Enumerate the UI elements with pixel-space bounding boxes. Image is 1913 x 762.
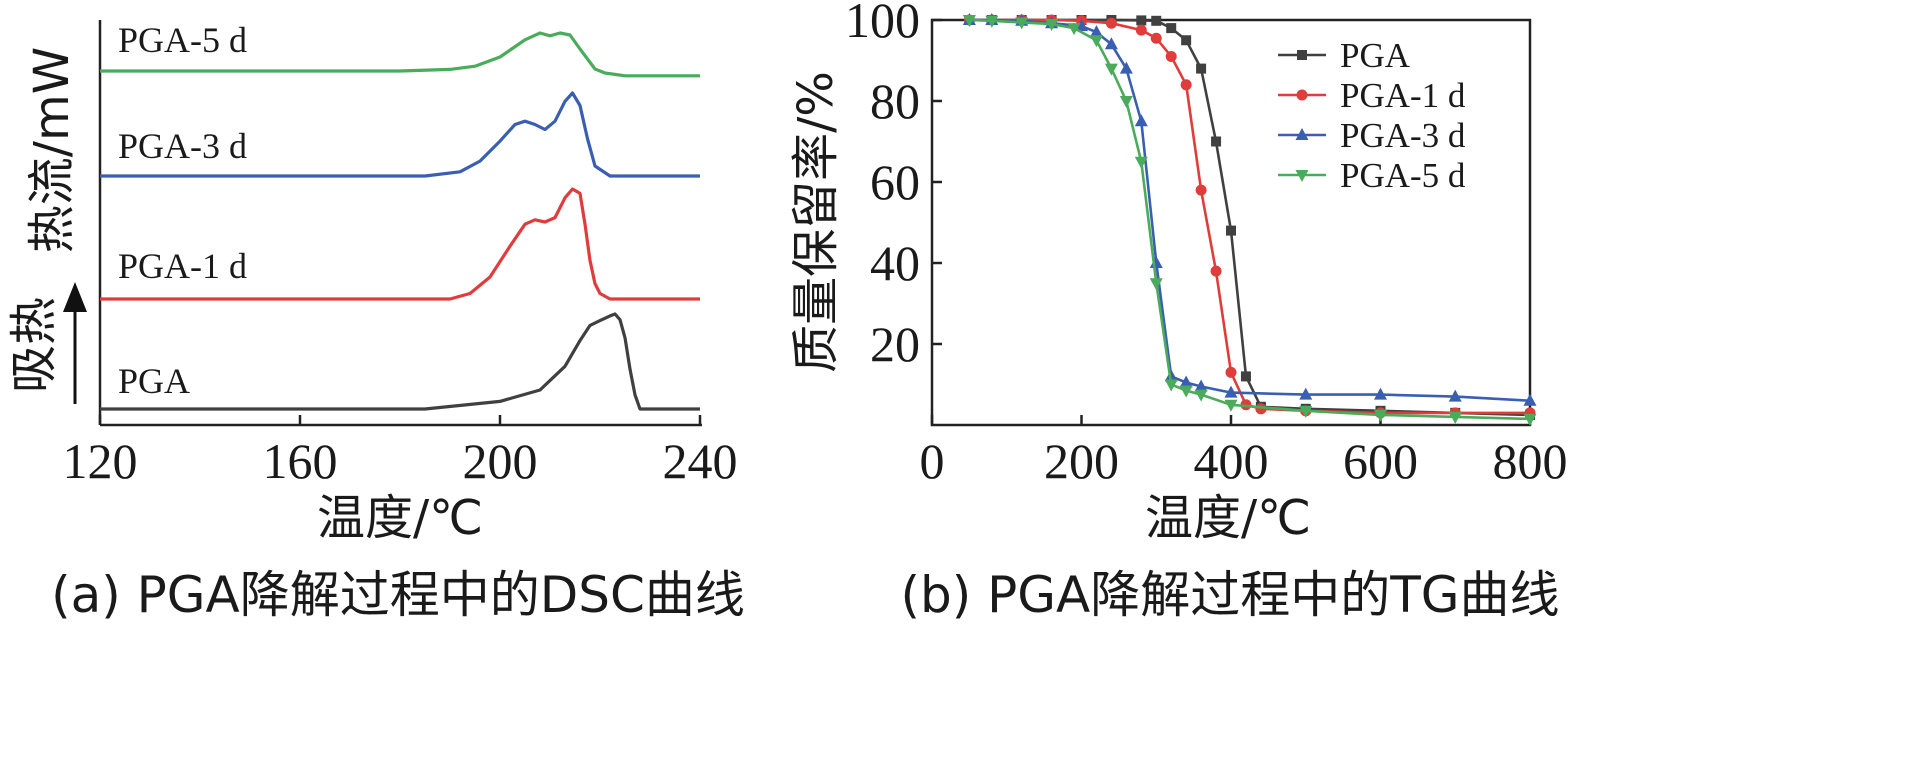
tg-x-tick-label: 800 (1493, 433, 1568, 489)
tg-x-tick-label: 600 (1343, 433, 1418, 489)
dsc-curves: PGA-5 d PGA-3 d PGA-1 d PGA (100, 20, 700, 411)
dsc-curve-label-pga: PGA (118, 361, 190, 401)
tg-point-pga-1-d (1180, 79, 1192, 91)
dsc-panel: 120 160 200 240 PGA-5 d PGA-3 d PGA-1 d PGA 温度… (6, 20, 745, 624)
tg-point-pga (1151, 15, 1162, 26)
tg-point-pga-1-d (1105, 17, 1117, 29)
dsc-curve-pga-1-d (100, 187, 700, 301)
tg-y-tick-label: 80 (870, 73, 920, 129)
tg-point-pga-5-d (962, 15, 976, 27)
tg-point-pga-5-d (1134, 156, 1148, 169)
tg-y-tick-label: 20 (870, 316, 920, 372)
legend-label-pga-3-d: PGA-3 d (1340, 116, 1466, 155)
dsc-endotherm-label: 吸热 (6, 297, 62, 393)
tg-point-pga-5-d (1119, 96, 1133, 108)
dsc-curve-label-pga-1-d: PGA-1 d (118, 246, 247, 286)
tg-point-pga-5-d (1299, 405, 1313, 418)
tg-y-tick-label: 40 (870, 235, 920, 291)
tg-point-pga-3-d (1089, 25, 1103, 38)
tg-point-pga-3-d (1299, 387, 1313, 400)
legend-label-pga-5-d: PGA-5 d (1340, 156, 1466, 195)
dsc-curve-label-pga-5-d: PGA-5 d (118, 20, 247, 60)
dsc-curve-pga-3-d (100, 91, 700, 178)
tg-x-tick-label: 0 (920, 433, 945, 489)
legend-marker-pga-5-d (1295, 170, 1309, 182)
tg-point-pga-5-d (1045, 19, 1059, 32)
tg-point-pga (1181, 35, 1192, 46)
tg-point-pga-3-d (1179, 375, 1193, 388)
dsc-x-tick-label: 160 (263, 433, 338, 489)
tg-caption: (b) PGA降解过程中的TG曲线 (900, 566, 1559, 624)
tg-point-pga (1136, 15, 1147, 26)
dsc-x-tick-label: 200 (463, 433, 538, 489)
tg-x-tick-label: 400 (1194, 433, 1269, 489)
tg-point-pga-3-d (1149, 256, 1163, 268)
tg-point-pga-5-d (1224, 399, 1238, 412)
legend-label-pga: PGA (1340, 36, 1411, 75)
tg-point-pga-1-d (1195, 184, 1207, 196)
tg-point-pga-3-d (1374, 387, 1387, 400)
tg-point-pga-5-d (1164, 379, 1178, 392)
dsc-x-tick-label: 240 (663, 433, 738, 489)
tg-curve-pga-5-d (969, 18, 1531, 421)
tg-point-pga-5-d (1523, 413, 1537, 426)
legend-marker-pga-1-d (1296, 89, 1308, 101)
tg-point-pga (1211, 136, 1222, 147)
tg-point-pga-3-d (1448, 389, 1462, 402)
tg-point-pga (1240, 371, 1251, 382)
dsc-curve-label-pga-3-d: PGA-3 d (118, 126, 247, 166)
tg-point-pga-5-d (1067, 23, 1081, 36)
tg-y-ticks: 20 40 60 80 100 (845, 0, 942, 372)
tg-point-pga-5-d (1194, 389, 1208, 402)
tg-point-pga-5-d (1374, 409, 1387, 422)
tg-point-pga-3-d (1119, 61, 1133, 74)
tg-point-pga (1226, 225, 1236, 236)
tg-point-pga-1-d (1150, 32, 1162, 44)
dsc-curve-pga (100, 312, 700, 411)
tg-point-pga-3-d (1075, 19, 1088, 32)
tg-y-tick-label: 60 (870, 154, 920, 210)
tg-point-pga-5-d (1089, 35, 1103, 48)
tg-point-pga-1-d (1135, 24, 1147, 36)
dsc-x-ticks: 120 160 200 240 (63, 415, 738, 489)
tg-point-pga-3-d (1194, 379, 1208, 392)
dsc-x-tick-label: 120 (63, 433, 138, 489)
dsc-curve-pga-5-d (100, 31, 700, 78)
dsc-y-axis-title: 热流/mW (24, 47, 80, 253)
dsc-caption: (a) PGA降解过程中的DSC曲线 (51, 566, 745, 624)
tg-point-pga-5-d (1104, 63, 1118, 76)
tg-point-pga-1-d (1165, 50, 1177, 62)
tg-point-pga-3-d (1164, 369, 1178, 382)
tg-curves (962, 13, 1537, 426)
tg-point-pga-1-d (1225, 366, 1237, 378)
tg-x-tick-label: 200 (1044, 433, 1119, 489)
tg-point-pga-3-d (1104, 37, 1118, 50)
legend-marker-pga (1297, 50, 1307, 60)
tg-point-pga-3-d (1224, 385, 1238, 398)
endotherm-arrow (63, 282, 87, 404)
tg-point-pga (1166, 23, 1177, 34)
tg-point-pga-3-d (1134, 114, 1148, 127)
legend-marker-pga-3-d (1295, 128, 1309, 140)
tg-x-ticks: 0 200 400 600 800 (920, 415, 1568, 489)
tg-y-axis-title: 质量保留率/% (788, 71, 844, 373)
dsc-x-axis-title: 温度/℃ (317, 490, 483, 546)
tg-point-pga-5-d (985, 15, 999, 28)
tg-point-pga-5-d (1015, 17, 1029, 30)
legend-label-pga-1-d: PGA-1 d (1340, 76, 1466, 115)
tg-point-pga (1196, 63, 1207, 74)
tg-point-pga-5-d (1448, 411, 1462, 424)
tg-point-pga-1-d (1210, 265, 1222, 277)
tg-point-pga-5-d (1149, 278, 1163, 291)
tg-x-axis-title: 温度/℃ (1145, 490, 1311, 546)
tg-point-pga-3-d (1523, 393, 1537, 406)
tg-y-tick-label: 100 (845, 0, 920, 48)
tg-point-pga-5-d (1179, 385, 1193, 398)
